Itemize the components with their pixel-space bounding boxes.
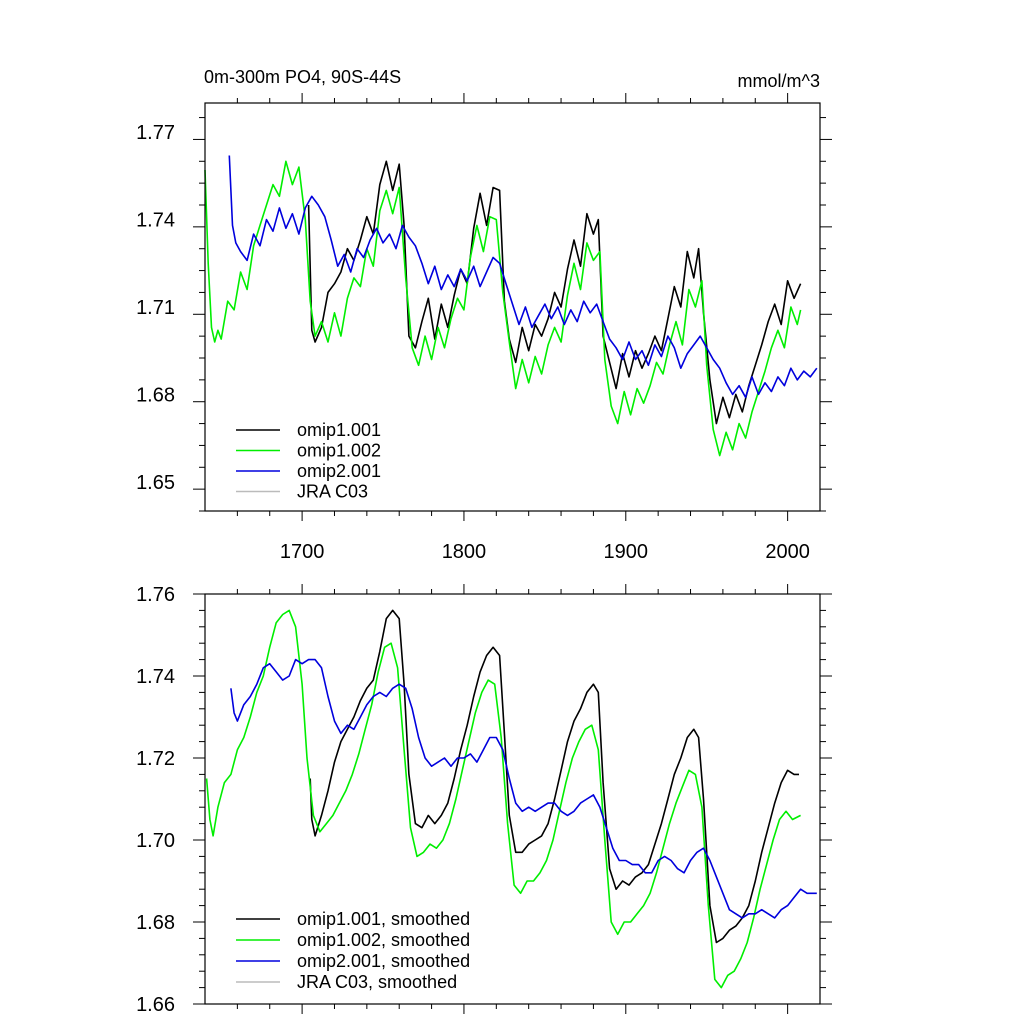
y-tick-label: 1.72 <box>136 748 175 770</box>
series-line-2 <box>205 609 801 989</box>
x-tick-label: 2000 <box>765 541 810 563</box>
y-tick-label: 1.74 <box>136 666 175 688</box>
series-line-2 <box>204 160 802 457</box>
legend-label-1: omip1.001 <box>297 420 381 440</box>
y-tick-label: 1.76 <box>136 584 175 606</box>
tick-layer-bottom: 1.66 1.68 1.70 1.72 1.74 1.76 <box>136 584 832 1016</box>
y-tick-label: 1.70 <box>136 830 175 852</box>
series-layer-top <box>204 155 818 457</box>
series-line-1 <box>307 160 802 425</box>
legend-label-4: JRA C03, smoothed <box>297 972 457 992</box>
legend-label-2: omip1.002 <box>297 441 381 461</box>
top-panel: 0m-300m PO4, 90S-44S mmol/m^3 1700 1800 19… <box>136 67 832 563</box>
x-tick-label: 1900 <box>604 541 649 563</box>
y-tick-label: 1.66 <box>136 994 175 1016</box>
legend-label-3: omip2.001 <box>297 461 381 481</box>
x-tick-label: 1800 <box>442 541 487 563</box>
legend-label-3: omip2.001, smoothed <box>297 951 470 971</box>
chart-title-left: 0m-300m PO4, 90S-44S <box>204 67 401 87</box>
series-layer-bottom <box>205 609 817 989</box>
series-line-3 <box>230 658 817 919</box>
plot-frame-top <box>204 102 821 512</box>
tick-layer-top: 1700 1800 1900 2000 1.65 1.68 1.71 1.74 1.77 <box>136 93 832 563</box>
bottom-panel: 1.66 1.68 1.70 1.72 1.74 1.76 omip1.001, smoo… <box>136 584 832 1016</box>
series-line-3 <box>228 155 818 399</box>
plot-frame-bottom <box>204 593 821 1005</box>
y-tick-label: 1.68 <box>136 912 175 934</box>
y-tick-label: 1.68 <box>136 384 175 406</box>
y-tick-label: 1.77 <box>136 122 175 144</box>
x-tick-label: 1700 <box>280 541 325 563</box>
legend-label-4: JRA C03 <box>297 482 368 502</box>
legend-label-1: omip1.001, smoothed <box>297 909 470 929</box>
legend-label-2: omip1.002, smoothed <box>297 930 470 950</box>
y-tick-label: 1.65 <box>136 472 175 494</box>
y-tick-label: 1.74 <box>136 210 175 232</box>
series-line-1 <box>309 609 799 944</box>
chart-units: mmol/m^3 <box>738 71 820 91</box>
y-tick-label: 1.71 <box>136 297 175 319</box>
